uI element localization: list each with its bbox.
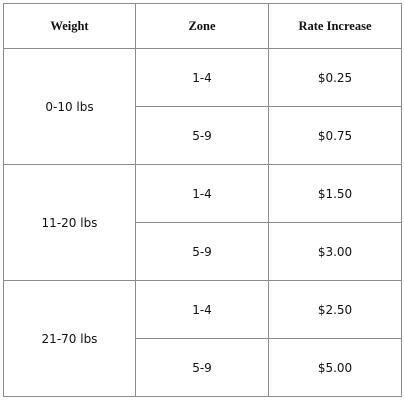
weight-cell: 21-70 lbs [3, 280, 136, 397]
rate-cell: $5.00 [268, 338, 402, 397]
header-cell: Zone [135, 3, 269, 49]
table-row: 21-70 lbs 1-4 $2.50 [3, 280, 402, 397]
rate-cell: $0.75 [268, 106, 402, 165]
table-row: 0-10 lbs 1-4 $0.25 [3, 48, 402, 165]
rate-cell: $0.25 [268, 48, 402, 107]
rate-cell: $1.50 [268, 164, 402, 223]
zone-cell: 1-4 [135, 48, 269, 107]
zone-cell: 5-9 [135, 338, 269, 397]
header-row: Weight Zone Rate Increase [3, 3, 402, 49]
zone-cell: 1-4 [135, 164, 269, 223]
header-cell: Weight [3, 3, 136, 49]
zone-cell: 5-9 [135, 106, 269, 165]
header-cell: Rate Increase [268, 3, 402, 49]
zone-cell: 1-4 [135, 280, 269, 339]
weight-cell: 11-20 lbs [3, 164, 136, 281]
rate-cell: $2.50 [268, 280, 402, 339]
rate-cell: $3.00 [268, 222, 402, 281]
table-row: 5-9 $0.75 [4, 106, 402, 165]
table-row: 11-20 lbs 1-4 $1.50 [3, 164, 402, 281]
table-body: 0-10 lbs 1-4 $0.25 5-9 $0.75 11-20 lbs 1-4 $1.5… [3, 48, 402, 397]
rate-table: Weight Zone Rate Increase 0-10 lbs 1-4 $0.… [3, 3, 402, 397]
zone-cell: 5-9 [135, 222, 269, 281]
table-row: 5-9 $3.00 [4, 222, 402, 281]
table-row: 5-9 $5.00 [4, 338, 402, 397]
weight-cell: 0-10 lbs [3, 48, 136, 165]
